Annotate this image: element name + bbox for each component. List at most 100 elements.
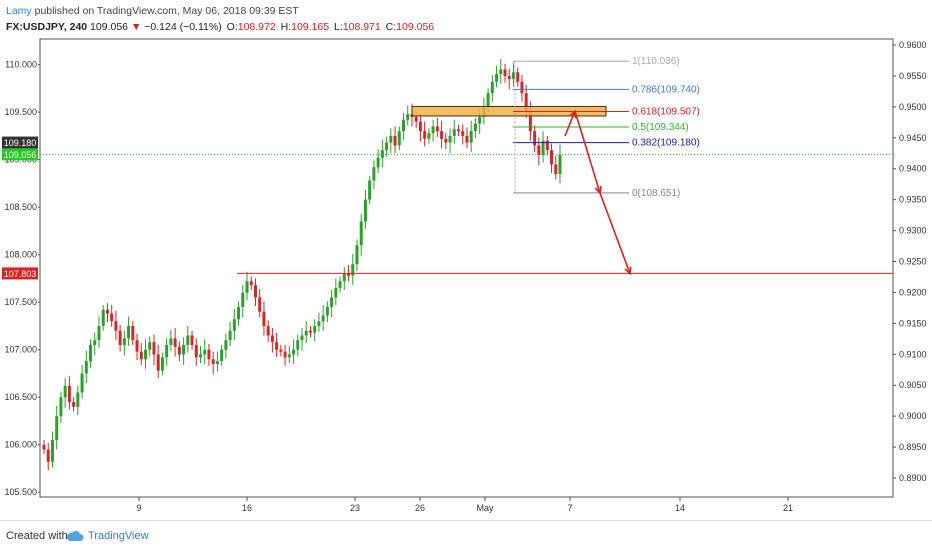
candle-body [418,121,422,132]
fib-level-label: 0.382(109.180) [632,138,700,149]
candle-body [473,123,477,132]
candle-body [262,311,266,326]
candle-body [452,129,456,136]
right-axis-tick: 0.8900 [899,473,927,483]
candle-body [448,135,452,143]
close-value: 109.056 [396,21,435,33]
candle-body [182,344,186,355]
price-tag [2,148,38,161]
candle-body [308,330,312,333]
candle-body [186,335,190,345]
candle-body [325,306,329,316]
candle-body [198,354,202,358]
left-axis-tick: 105.500 [4,487,37,497]
candle-body [528,112,532,132]
candle-body [393,135,397,146]
x-axis-tick: 26 [415,503,425,513]
x-axis-tick: 23 [350,503,360,513]
candle-body [80,373,84,393]
low-label: L: [334,21,343,33]
candle-body [321,315,325,322]
candle-body [169,338,173,345]
candle-body [46,449,50,462]
publish-info: Lamy published on TradingView.com, May 0… [6,5,299,17]
change-value: −0.124 (−0.11%) [144,21,222,33]
candle-body [194,344,198,358]
left-axis-tick: 108.000 [4,250,37,260]
price-tag-label: 107.803 [4,269,37,279]
candle-body [148,342,152,350]
candle-body [414,116,418,122]
candle-body [389,135,393,143]
candle-body [279,349,283,352]
candle-body [144,349,148,360]
candle-body [511,72,515,79]
last-price: 109.056 [90,21,129,33]
symbol-label[interactable]: FX:USDJPY, 240 [6,21,88,33]
right-axis-tick: 0.9400 [899,164,927,174]
right-axis-tick: 0.9550 [899,71,927,81]
candle-body [550,150,554,165]
candle-body [287,354,291,358]
candle-body [368,180,372,200]
candle-body [131,325,135,341]
left-axis-tick: 106.500 [4,392,37,402]
x-axis-tick: May [476,503,494,513]
candle-body [152,342,156,355]
tradingview-link[interactable]: TradingView [88,530,149,542]
right-axis-tick: 0.9450 [899,133,927,143]
candle-body [220,349,224,362]
candle-body [363,199,367,222]
right-axis-tick: 0.9500 [899,102,927,112]
author-link[interactable]: Lamy [6,5,32,17]
candle-body [203,349,207,355]
candle-body [89,344,93,362]
candle-body [406,114,410,120]
candle-body [537,145,541,155]
projection-arrowhead [624,266,632,276]
right-axis-tick: 0.9050 [899,380,927,390]
price-chart[interactable]: 110.000109.500109.000108.500108.000107.5… [0,0,932,520]
candle-body [76,392,80,407]
candle-body [380,150,384,158]
candle-body [224,340,228,350]
candle-body [342,273,346,282]
candle-body [558,154,562,174]
right-axis-tick: 0.9300 [899,226,927,236]
candle-body [232,319,236,331]
x-axis-tick: 21 [783,503,793,513]
candle-body [173,338,177,347]
candle-body [541,140,545,155]
tradingview-cloud-icon [66,530,84,541]
candle-body [431,126,435,134]
candle-body [313,325,317,333]
x-axis-tick: 16 [242,503,252,513]
low-value: 108.971 [342,21,381,33]
candle-body [101,309,105,326]
open-value: 108.972 [237,21,276,33]
candle-body [300,335,304,341]
candle-body [516,72,520,82]
candle-body [114,321,118,331]
fib-level-label: 0.618(109.507) [632,107,700,118]
x-axis-tick: 9 [136,503,141,513]
candle-body [84,361,88,374]
price-tag-label: 109.180 [4,138,37,148]
candle-body [372,167,376,181]
candle-body [385,142,389,151]
right-axis-tick: 0.9350 [899,195,927,205]
candle-body [524,93,528,113]
left-axis-tick: 107.500 [4,297,37,307]
created-with-text: Created with [6,530,68,542]
candle-body [72,401,76,407]
left-axis-tick: 108.500 [4,202,37,212]
candle-body [292,349,296,355]
right-axis-tick: 0.9000 [899,411,927,421]
left-axis-tick: 106.000 [4,440,37,450]
candle-body [270,335,274,343]
candle-body [249,281,253,286]
candle-body [237,306,241,320]
candle-body [444,138,448,143]
candle-body [266,325,270,336]
candle-body [165,344,169,358]
